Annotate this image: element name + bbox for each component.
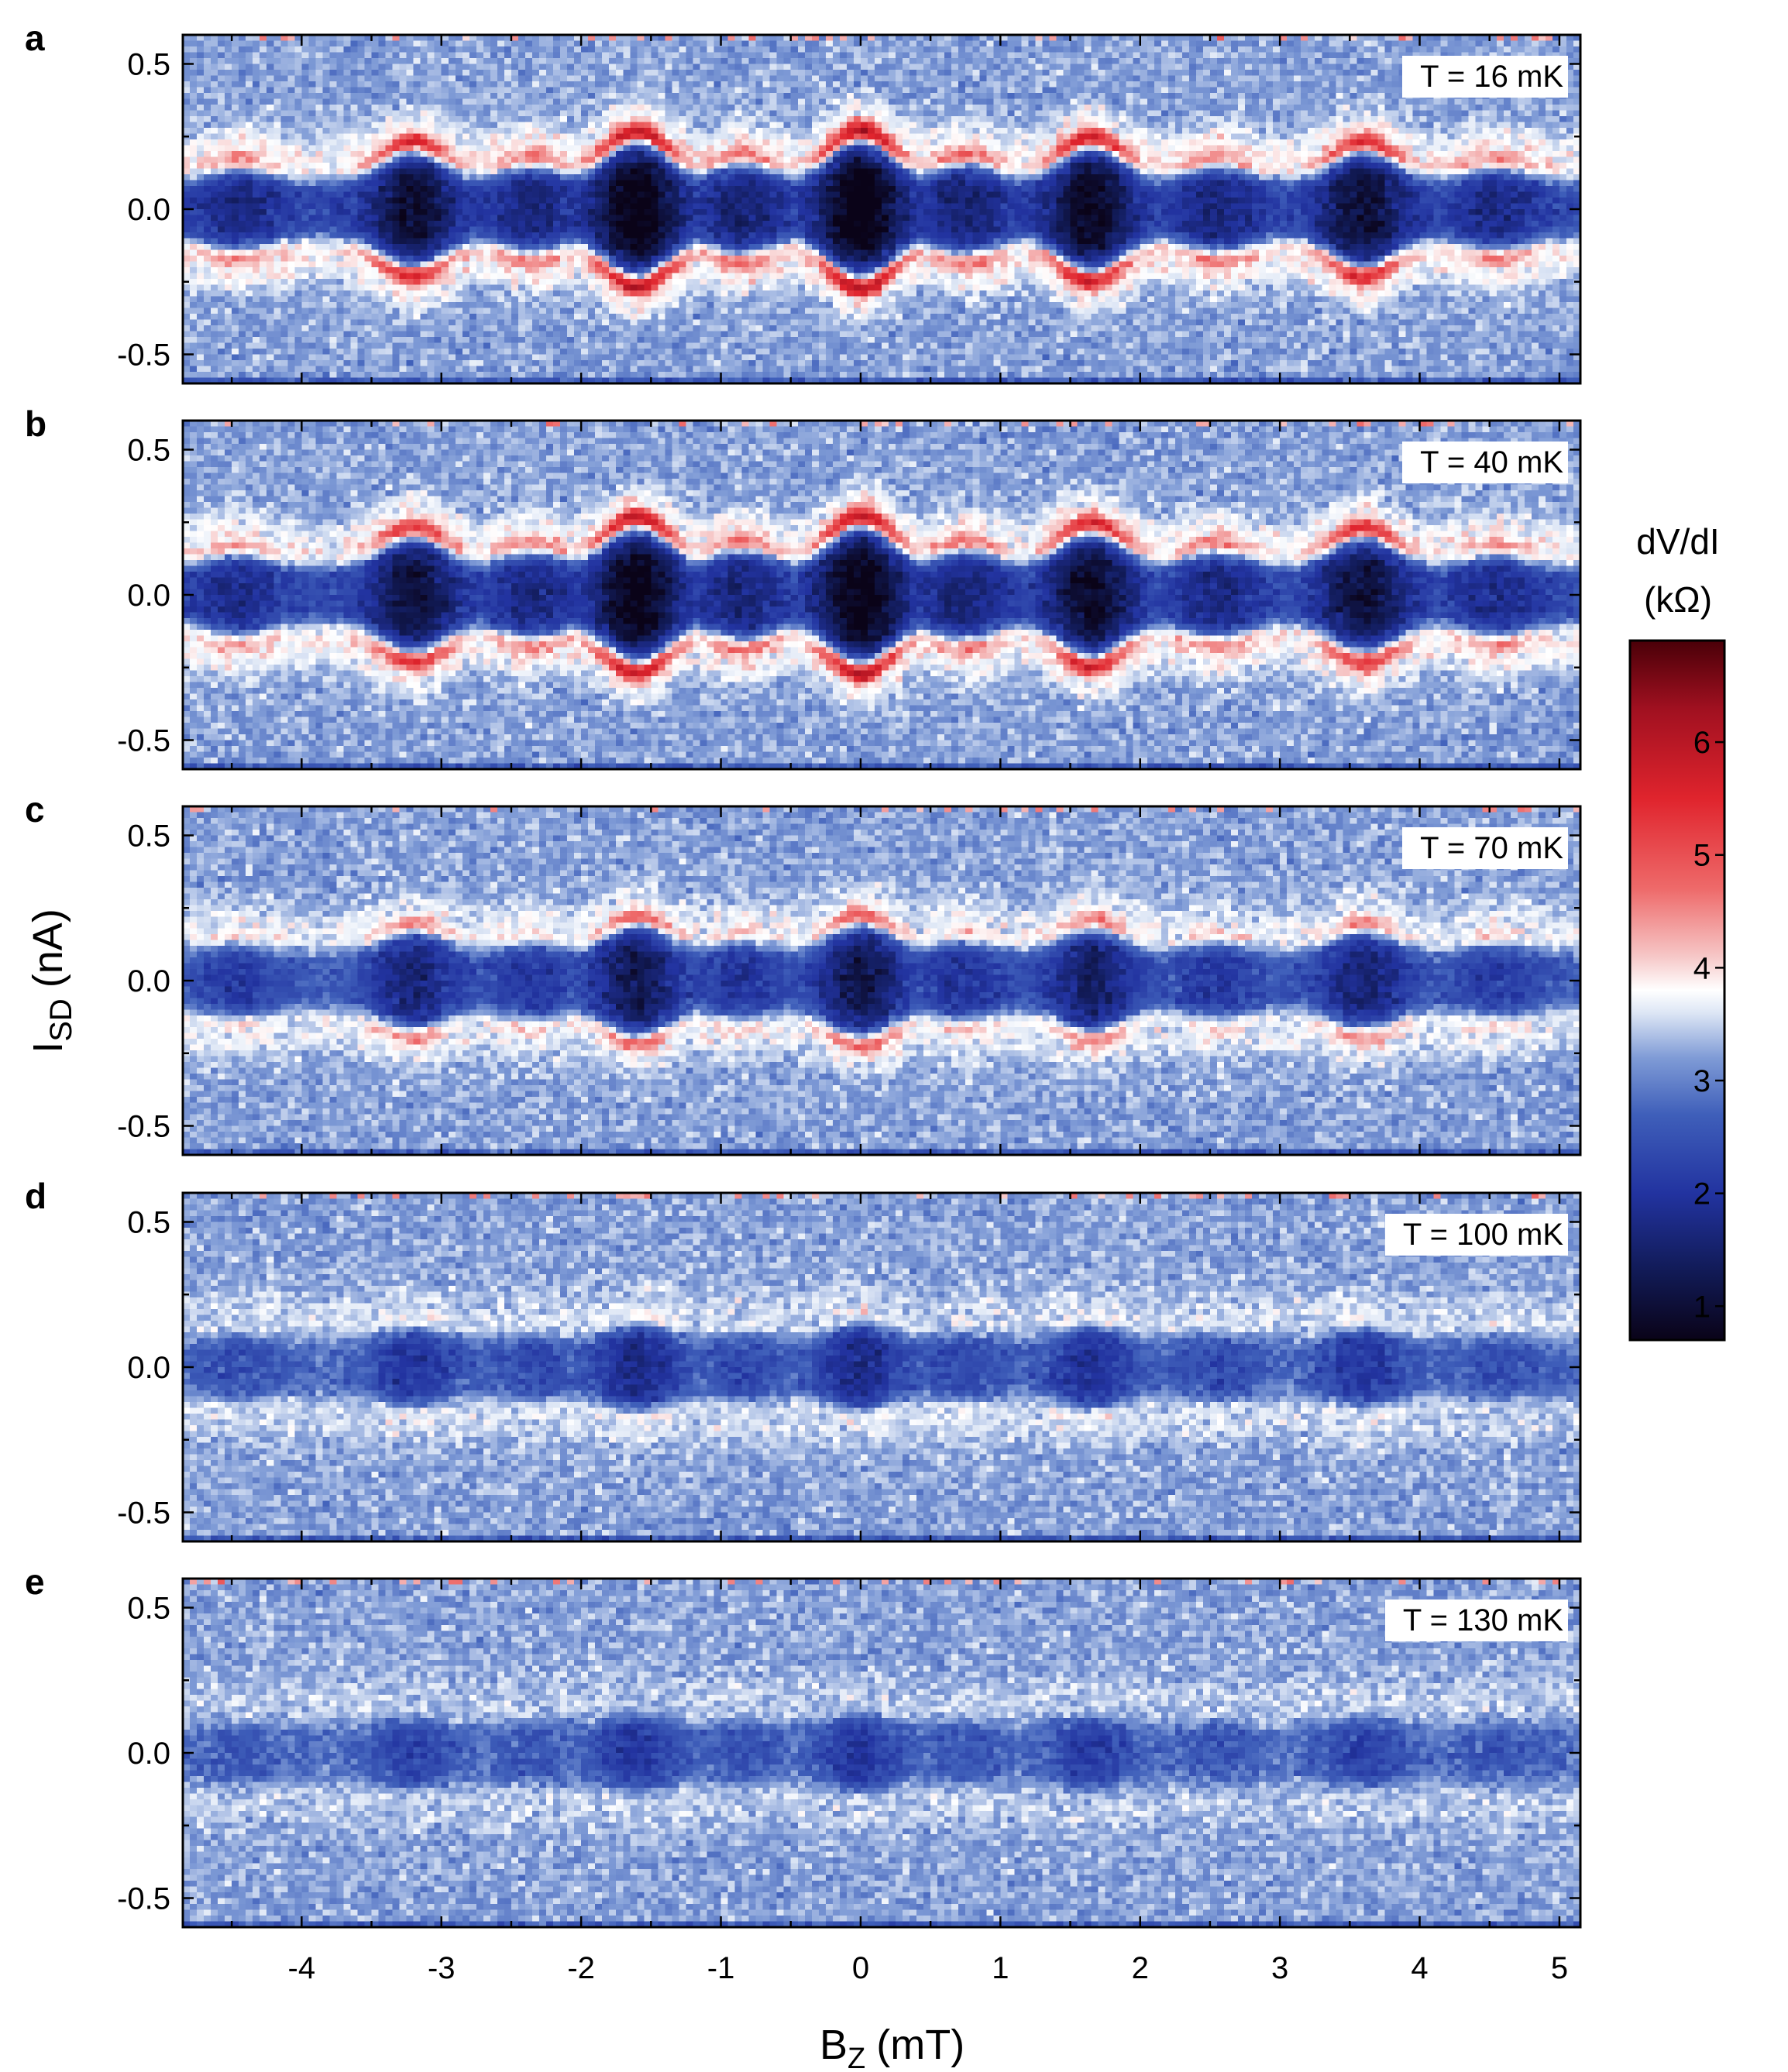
x-tick-label: -3 <box>428 1951 456 1985</box>
y-tick-label: 0.0 <box>127 964 170 998</box>
panel-e: 0.5 0.0 -0.5 e T = 130 mK <box>25 1562 1582 1929</box>
y-tick-label: 0.0 <box>127 193 170 227</box>
colorbar-tick-label: 4 <box>1693 951 1711 985</box>
y-tick-label: -0.5 <box>117 1882 170 1916</box>
colorbar-tick-label: 1 <box>1693 1290 1711 1324</box>
x-tick-label: 0 <box>852 1951 869 1985</box>
x-axis: -4 -3 -2 -1 0 1 2 3 4 5 BZ (mT) <box>288 1951 1569 2072</box>
panel-d: 0.5 0.0 -0.5 d T = 100 mK <box>25 1176 1582 1543</box>
y-tick-label: 0.5 <box>127 1206 170 1240</box>
temperature-label-bg <box>1402 56 1568 98</box>
heatmap-image <box>183 35 1580 383</box>
temperature-label-bg <box>1385 1600 1568 1641</box>
panel-letter: d <box>25 1176 46 1216</box>
y-title-sub: SD <box>44 998 78 1042</box>
y-title-unit: (nA) <box>25 909 71 988</box>
x-tick-label: -4 <box>288 1951 316 1985</box>
x-tick-label: 3 <box>1271 1951 1288 1985</box>
temperature-label: T = 130 mK <box>1403 1603 1563 1637</box>
panel-letter: e <box>25 1562 45 1602</box>
panel-letter: a <box>25 18 45 58</box>
temperature-label: T = 100 mK <box>1403 1218 1563 1252</box>
colorbar-gradient <box>1630 641 1724 1340</box>
heatmap-panels: 0.5 0.0 -0.5 a T = 16 mK 0.5 0.0 -0.5 b T = 40 mK… <box>25 18 1582 1929</box>
x-tick-label: 5 <box>1551 1951 1568 1985</box>
y-tick-label: -0.5 <box>117 724 170 758</box>
y-title-main: I <box>25 1042 71 1053</box>
y-tick-label: -0.5 <box>117 338 170 373</box>
colorbar: 1 2 3 4 5 6 dV/dI (kΩ) <box>1628 521 1726 1342</box>
y-axis-title-text: ISD (nA) <box>25 909 78 1053</box>
heatmap-image <box>183 421 1580 769</box>
panel-letter: c <box>25 789 45 830</box>
x-title-unit: (mT) <box>876 2022 964 2068</box>
x-tick-label: 4 <box>1411 1951 1428 1985</box>
panel-a: 0.5 0.0 -0.5 a T = 16 mK <box>25 18 1582 385</box>
heatmap-image <box>183 1579 1580 1927</box>
temperature-label-bg <box>1402 442 1568 483</box>
x-tick-label: 1 <box>992 1951 1009 1985</box>
temperature-label: T = 40 mK <box>1420 445 1563 479</box>
colorbar-title-line2: (kΩ) <box>1644 579 1712 620</box>
y-tick-label: 0.5 <box>127 434 170 468</box>
x-tick-label: 2 <box>1132 1951 1149 1985</box>
colorbar-tick-label: 5 <box>1693 839 1711 873</box>
panel-b: 0.5 0.0 -0.5 b T = 40 mK <box>25 404 1582 771</box>
panel-letter: b <box>25 404 46 444</box>
colorbar-frame <box>1628 639 1726 1342</box>
y-tick-label: 0.0 <box>127 1351 170 1385</box>
heatmap-image <box>183 806 1580 1155</box>
x-axis-title: BZ (mT) <box>820 2022 964 2072</box>
x-tick-label: -2 <box>567 1951 595 1985</box>
y-tick-label: 0.0 <box>127 579 170 613</box>
temperature-label-bg <box>1385 1214 1568 1256</box>
x-tick-label: -1 <box>707 1951 735 1985</box>
temperature-label: T = 70 mK <box>1420 831 1563 865</box>
x-title-main: B <box>820 2022 848 2068</box>
x-title-sub: Z <box>848 2043 865 2072</box>
y-tick-label: -0.5 <box>117 1496 170 1531</box>
colorbar-title-line1: dV/dI <box>1636 521 1719 562</box>
panel-c: 0.5 0.0 -0.5 c T = 70 mK <box>25 789 1582 1156</box>
temperature-label-bg <box>1402 827 1568 869</box>
colorbar-tick-label: 3 <box>1693 1064 1711 1098</box>
y-tick-label: 0.0 <box>127 1737 170 1771</box>
y-tick-label: 0.5 <box>127 820 170 854</box>
y-axis-title: ISD (nA) <box>25 909 78 1053</box>
y-tick-label: 0.5 <box>127 1592 170 1626</box>
colorbar-tick-label: 6 <box>1693 726 1711 760</box>
colorbar-tick-label: 2 <box>1693 1177 1711 1211</box>
heatmap-image <box>183 1193 1580 1541</box>
temperature-label: T = 16 mK <box>1420 60 1563 94</box>
y-tick-label: -0.5 <box>117 1110 170 1144</box>
y-tick-label: 0.5 <box>127 48 170 82</box>
